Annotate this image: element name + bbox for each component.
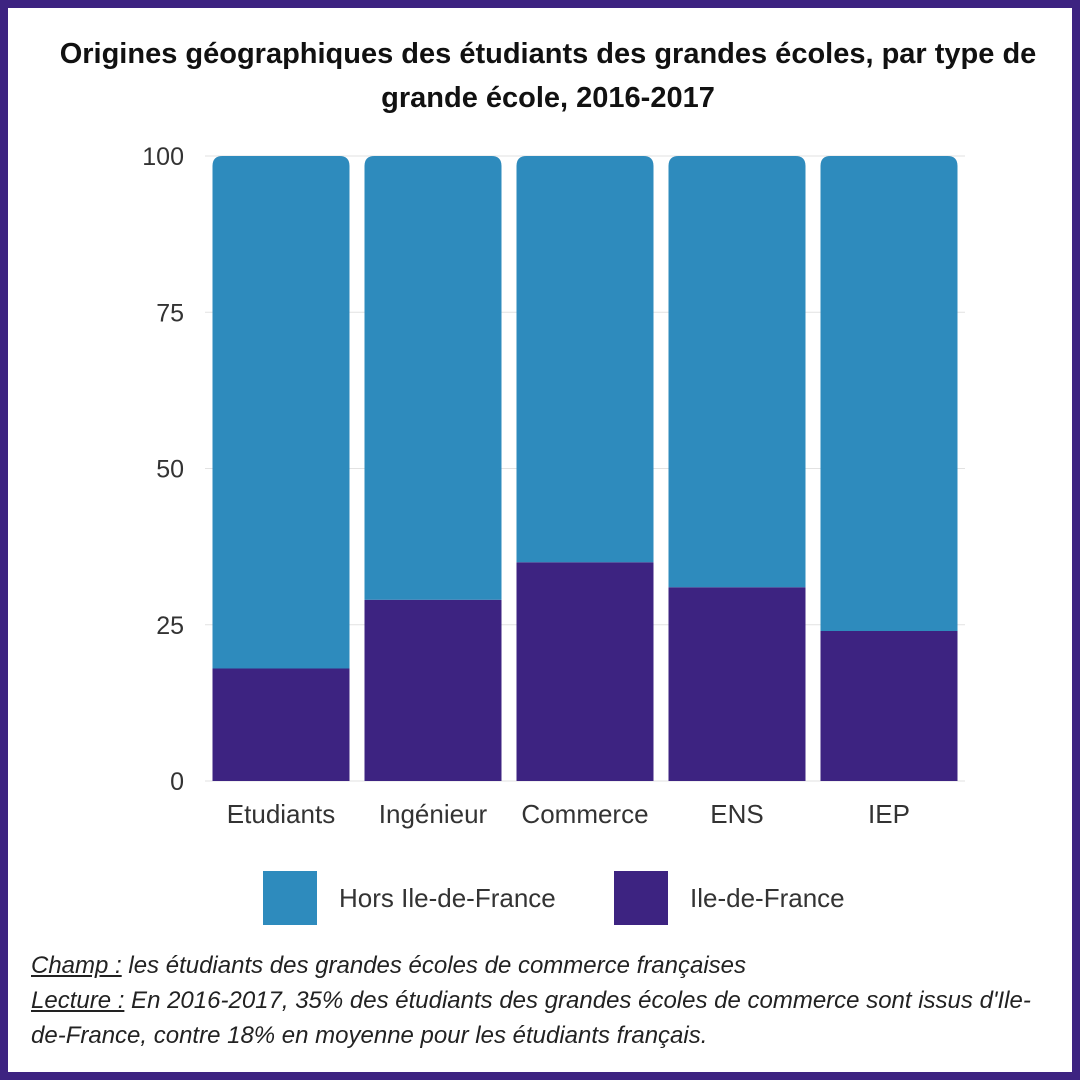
x-tick-label-ens: ENS — [710, 799, 763, 829]
x-tick-label-ingenieur: Ingénieur — [379, 799, 488, 829]
y-tick-label-50: 50 — [156, 456, 184, 484]
y-tick-label-25: 25 — [156, 612, 184, 640]
x-tick-label-iep: IEP — [868, 799, 910, 829]
legend-label-ile-de-france: Ile-de-France — [690, 882, 845, 913]
bar-commerce-hors-ile-de-france — [516, 156, 654, 563]
note-champ-key: Champ : — [31, 952, 122, 979]
y-tick-label-75: 75 — [156, 299, 184, 327]
bars — [212, 156, 958, 781]
bar-ingenieur-hors-ile-de-france — [364, 156, 502, 600]
note-champ: Champ : les étudiants des grandes écoles… — [31, 948, 1061, 983]
y-tick-label-100: 100 — [142, 143, 184, 171]
chart-notes: Champ : les étudiants des grandes écoles… — [31, 948, 1061, 1053]
note-lecture-text: En 2016-2017, 35% des étudiants des gran… — [31, 987, 1031, 1049]
legend-swatch-ile-de-france — [614, 871, 668, 925]
bar-ens-ile-de-france — [668, 587, 806, 781]
stacked-bar-chart: 0 25 50 75 100 Etudiants Ingénieur Commerce ENS… — [142, 143, 965, 829]
bar-ingenieur-ile-de-france — [364, 599, 502, 781]
legend-item-ile-de-france: Ile-de-France — [614, 871, 845, 925]
legend: Hors Ile-de-France Ile-de-France — [8, 871, 1072, 927]
bar-iep-ile-de-france — [820, 631, 958, 781]
chart-title: Origines géographiques des étudiants des… — [59, 38, 1037, 114]
legend-label-hors-ile-de-france: Hors Ile-de-France — [339, 882, 556, 913]
note-lecture: Lecture : En 2016-2017, 35% des étudiant… — [31, 983, 1061, 1053]
bar-commerce-ile-de-france — [516, 562, 654, 781]
chart-frame: Origines géographiques des étudiants des… — [8, 8, 1072, 1072]
bar-ens-hors-ile-de-france — [668, 156, 806, 588]
bar-etudiants-ile-de-france — [212, 668, 350, 781]
bar-iep-hors-ile-de-france — [820, 156, 958, 631]
y-tick-label-0: 0 — [170, 768, 184, 796]
note-lecture-key: Lecture : — [31, 987, 125, 1014]
bar-etudiants-hors-ile-de-france — [212, 156, 350, 669]
x-tick-label-etudiants: Etudiants — [227, 799, 335, 829]
x-axis: Etudiants Ingénieur Commerce ENS IEP — [227, 799, 910, 829]
legend-item-hors-ile-de-france: Hors Ile-de-France — [263, 871, 556, 925]
legend-swatch-hors-ile-de-france — [263, 871, 317, 925]
y-axis: 0 25 50 75 100 — [142, 143, 184, 796]
note-champ-text: les étudiants des grandes écoles de comm… — [121, 952, 747, 979]
x-tick-label-commerce: Commerce — [521, 799, 648, 829]
